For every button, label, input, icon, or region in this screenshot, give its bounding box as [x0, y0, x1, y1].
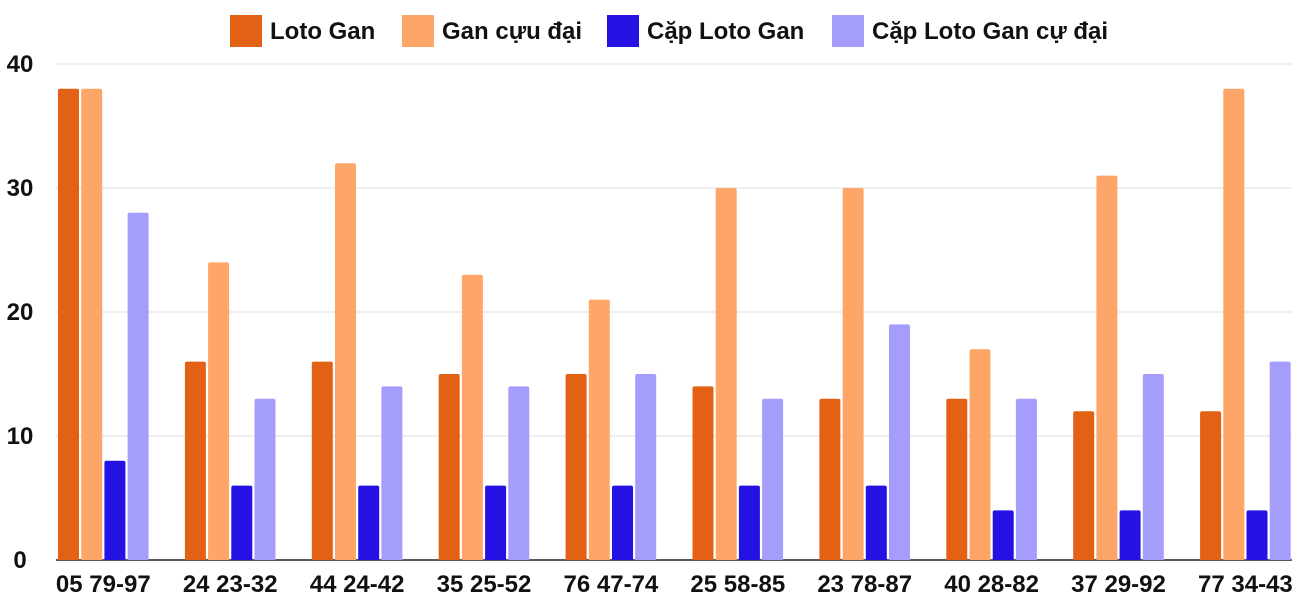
bar-gan-c-u-i: Gan cựu đại — 76 47-74: 21 — [588, 299, 610, 560]
bar-c-p-loto-gan: Cặp Loto Gan — 40 28-82: 4 — [992, 510, 1014, 560]
bars: Loto Gan — 05 79-97: 38Gan cựu đại — 05 … — [58, 88, 1291, 561]
bar-c-p-loto-gan: Cặp Loto Gan — 44 24-42: 6 — [358, 485, 380, 560]
bar-c-p-loto-gan-c-i: Cặp Loto Gan cự đại — 40 28-82: 13 — [1015, 398, 1037, 560]
legend-item[interactable]: Cặp Loto Gan — [607, 15, 804, 47]
bar-gan-c-u-i: Gan cựu đại — 23 78-87: 30 — [842, 188, 864, 560]
bar-c-p-loto-gan-c-i: Cặp Loto Gan cự đại — 24 23-32: 13 — [254, 398, 276, 560]
bar-group: Loto Gan — 40 28-82: 13Gan cựu đại — 40 … — [946, 349, 1037, 560]
x-category-label: 25 58-85 — [690, 571, 785, 598]
bar-c-p-loto-gan-c-i: Cặp Loto Gan cự đại — 23 78-87: 19 — [889, 324, 910, 560]
bar-group: Loto Gan — 25 58-85: 14Gan cựu đại — 25 … — [692, 188, 784, 560]
x-category-label: 35 25-52 — [437, 571, 532, 598]
bar-group: Loto Gan — 24 23-32: 16Gan cựu đại — 24 … — [184, 262, 276, 560]
bar-c-p-loto-gan-c-i: Cặp Loto Gan cự đại — 25 58-85: 13 — [762, 398, 784, 560]
bar-c-p-loto-gan: Cặp Loto Gan — 05 79-97: 8 — [104, 460, 126, 560]
bar-c-p-loto-gan: Cặp Loto Gan — 76 47-74: 6 — [612, 485, 633, 560]
bar-loto-gan: Loto Gan — 25 58-85: 14 — [692, 386, 714, 560]
bar-gan-c-u-i: Gan cựu đại — 24 23-32: 24 — [208, 262, 230, 560]
bar-gan-c-u-i: Gan cựu đại — 40 28-82: 17 — [969, 349, 991, 560]
legend: Loto Gan Gan cựu đại Cặp Loto Gan Cặp Loto … — [230, 15, 1108, 47]
bar-gan-c-u-i: Gan cựu đại — 37 29-92: 31 — [1096, 175, 1118, 560]
bar-gan-c-u-i: Gan cựu đại — 44 24-42: 32 — [335, 163, 356, 560]
legend-swatch — [832, 15, 864, 47]
x-category-label: 76 47-74 — [564, 571, 659, 598]
bar-c-p-loto-gan-c-i: Cặp Loto Gan cự đại — 37 29-92: 15 — [1142, 374, 1164, 560]
y-tick-label: 0 — [13, 547, 26, 574]
bar-gan-c-u-i: Gan cựu đại — 05 79-97: 38 — [81, 88, 103, 561]
legend-label: Cặp Loto Gan cự đại — [872, 18, 1108, 45]
bar-c-p-loto-gan-c-i: Cặp Loto Gan cự đại — 35 25-52: 14 — [508, 386, 530, 560]
legend-item[interactable]: Loto Gan — [230, 15, 375, 47]
x-category-label: 24 23-32 — [183, 571, 278, 598]
x-category-label: 23 78-87 — [817, 571, 912, 598]
bar-group: Loto Gan — 05 79-97: 38Gan cựu đại — 05 … — [58, 88, 149, 561]
y-tick-label: 20 — [7, 299, 34, 326]
bar-c-p-loto-gan: Cặp Loto Gan — 25 58-85: 6 — [738, 485, 760, 560]
bar-c-p-loto-gan: Cặp Loto Gan — 24 23-32: 6 — [231, 485, 253, 560]
bar-c-p-loto-gan: Cặp Loto Gan — 23 78-87: 6 — [865, 485, 887, 560]
x-category-label: 37 29-92 — [1071, 571, 1166, 598]
bar-c-p-loto-gan-c-i: Cặp Loto Gan cự đại — 05 79-97: 28 — [127, 212, 149, 561]
y-tick-label: 40 — [7, 51, 34, 78]
legend-label: Loto Gan — [270, 18, 375, 45]
bar-loto-gan: Loto Gan — 44 24-42: 16 — [311, 361, 333, 560]
legend-label: Cặp Loto Gan — [647, 18, 804, 45]
bar-loto-gan: Loto Gan — 37 29-92: 12 — [1073, 411, 1095, 560]
x-category-label: 77 34-43 — [1198, 571, 1293, 598]
legend-swatch — [607, 15, 639, 47]
y-axis-ticks: 0 10 20 30 40 — [7, 51, 34, 574]
x-category-label: 05 79-97 — [56, 571, 151, 598]
bar-group: Loto Gan — 37 29-92: 12Gan cựu đại — 37 … — [1073, 175, 1164, 560]
bar-group: Loto Gan — 23 78-87: 13Gan cựu đại — 23 … — [819, 188, 910, 560]
legend-label: Gan cựu đại — [442, 18, 582, 45]
bar-gan-c-u-i: Gan cựu đại — 77 34-43: 38 — [1223, 88, 1245, 561]
bar-c-p-loto-gan: Cặp Loto Gan — 37 29-92: 4 — [1119, 510, 1141, 560]
legend-swatch — [230, 15, 262, 47]
x-category-label: 44 24-42 — [310, 571, 405, 598]
bar-c-p-loto-gan-c-i: Cặp Loto Gan cự đại — 76 47-74: 15 — [635, 374, 657, 560]
bar-loto-gan: Loto Gan — 40 28-82: 13 — [946, 398, 968, 560]
bar-group: Loto Gan — 77 34-43: 12Gan cựu đại — 77 … — [1200, 88, 1291, 561]
x-axis-ticks: 05 79-97 24 23-32 44 24-42 35 25-52 76 47-74… — [56, 571, 1293, 598]
bar-c-p-loto-gan: Cặp Loto Gan — 77 34-43: 4 — [1246, 510, 1268, 560]
bar-loto-gan: Loto Gan — 76 47-74: 15 — [565, 374, 587, 560]
bar-loto-gan: Loto Gan — 35 25-52: 15 — [438, 374, 460, 560]
bar-loto-gan: Loto Gan — 77 34-43: 12 — [1200, 411, 1222, 560]
y-tick-label: 10 — [7, 423, 34, 450]
bar-c-p-loto-gan-c-i: Cặp Loto Gan cự đại — 77 34-43: 16 — [1269, 361, 1291, 560]
bar-loto-gan: Loto Gan — 24 23-32: 16 — [184, 361, 206, 560]
legend-item[interactable]: Gan cựu đại — [402, 15, 582, 47]
bar-c-p-loto-gan: Cặp Loto Gan — 35 25-52: 6 — [485, 485, 507, 560]
bar-group: Loto Gan — 76 47-74: 15Gan cựu đại — 76 … — [565, 299, 657, 560]
bar-gan-c-u-i: Gan cựu đại — 35 25-52: 23 — [461, 274, 483, 560]
bar-group: Loto Gan — 35 25-52: 15Gan cựu đại — 35 … — [438, 274, 530, 560]
y-tick-label: 30 — [7, 175, 34, 202]
bar-loto-gan: Loto Gan — 05 79-97: 38 — [58, 88, 79, 561]
bar-group: Loto Gan — 44 24-42: 16Gan cựu đại — 44 … — [311, 163, 403, 560]
legend-item[interactable]: Cặp Loto Gan cự đại — [832, 15, 1108, 47]
bar-loto-gan: Loto Gan — 23 78-87: 13 — [819, 398, 841, 560]
bar-c-p-loto-gan-c-i: Cặp Loto Gan cự đại — 44 24-42: 14 — [381, 386, 403, 560]
legend-swatch — [402, 15, 434, 47]
x-category-label: 40 28-82 — [944, 571, 1039, 598]
bar-gan-c-u-i: Gan cựu đại — 25 58-85: 30 — [715, 188, 737, 560]
